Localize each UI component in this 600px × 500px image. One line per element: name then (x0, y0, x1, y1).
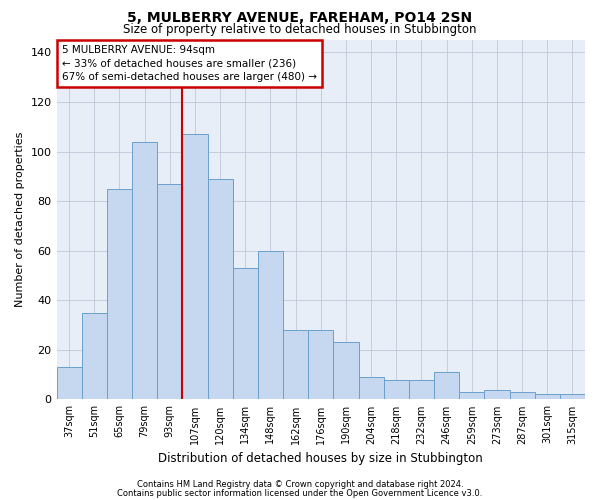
Bar (56, 367, 82, 400)
Text: Size of property relative to detached houses in Stubbington: Size of property relative to detached ho… (123, 22, 477, 36)
Bar (383, 380, 409, 400)
X-axis label: Distribution of detached houses by size in Stubbington: Distribution of detached houses by size … (158, 452, 483, 465)
Text: Contains public sector information licensed under the Open Government Licence v3: Contains public sector information licen… (118, 488, 482, 498)
Bar (107, 188, 132, 400)
Bar (509, 392, 535, 400)
Bar (182, 134, 208, 400)
Bar (535, 394, 560, 400)
Bar (258, 250, 283, 400)
Bar (132, 142, 157, 400)
Bar (409, 380, 434, 400)
Y-axis label: Number of detached properties: Number of detached properties (15, 132, 25, 308)
Bar (82, 312, 107, 400)
Bar (283, 330, 308, 400)
Text: Contains HM Land Registry data © Crown copyright and database right 2024.: Contains HM Land Registry data © Crown c… (137, 480, 463, 489)
Bar (157, 184, 182, 400)
Text: 5, MULBERRY AVENUE, FAREHAM, PO14 2SN: 5, MULBERRY AVENUE, FAREHAM, PO14 2SN (127, 11, 473, 25)
Bar (334, 342, 359, 400)
Bar (359, 377, 383, 400)
Bar (434, 372, 459, 400)
Bar (308, 330, 334, 400)
Bar (208, 179, 233, 400)
Bar (459, 392, 484, 400)
Bar (484, 390, 509, 400)
Bar (560, 394, 585, 400)
Text: 5 MULBERRY AVENUE: 94sqm
← 33% of detached houses are smaller (236)
67% of semi-: 5 MULBERRY AVENUE: 94sqm ← 33% of detach… (62, 46, 317, 82)
Bar (233, 268, 258, 400)
